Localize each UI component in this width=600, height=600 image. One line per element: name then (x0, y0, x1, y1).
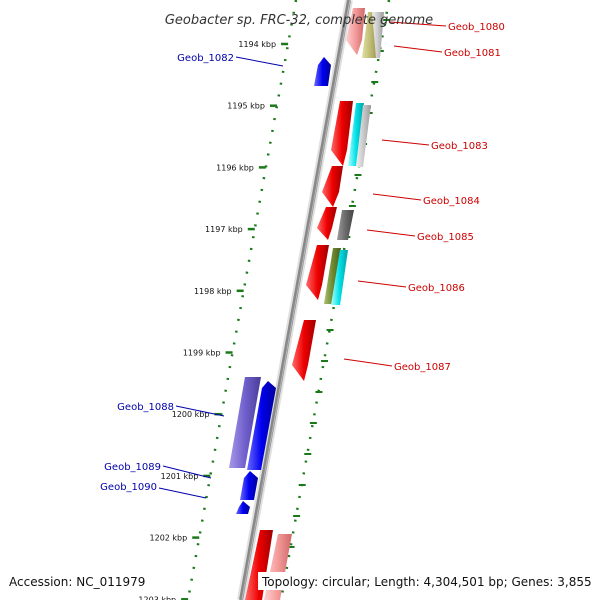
gene-geob-1089-feature[interactable] (240, 471, 258, 500)
gene-callout-line (366, 229, 416, 237)
gene-label-geob-1086[interactable]: Geob_1086 (408, 283, 465, 294)
gene-callout-line (357, 280, 407, 288)
gene-label-geob-1082[interactable]: Geob_1082 (177, 53, 234, 64)
gene-geob-1084-feature[interactable] (322, 166, 343, 207)
gene-grey-feature (372, 12, 384, 58)
gene-callout-line (389, 21, 447, 27)
footer-accession-bg (4, 572, 150, 590)
footer-summary: Topology: circular; Length: 4,304,501 bp… (261, 575, 592, 589)
gene-geob-1082-feature[interactable] (314, 57, 331, 86)
gene-cyan-feature (348, 103, 364, 166)
kbp-tick-label: 1198 kbp (194, 287, 232, 296)
kbp-tick-label: 1197 kbp (205, 225, 243, 234)
gene-label-geob-1083[interactable]: Geob_1083 (431, 141, 488, 152)
gene-label-geob-1085[interactable]: Geob_1085 (417, 232, 474, 243)
kbp-tick-label: 1199 kbp (183, 349, 221, 358)
strand-guides (186, 0, 391, 600)
gene-geob-1086-feature[interactable] (306, 245, 329, 300)
kbp-tick-label: 1194 kbp (238, 40, 276, 49)
forward-gene-labels: Geob_1080 Geob_1081 Geob_1083 Geob_1084 … (394, 22, 505, 373)
gene-geob-1083-feature[interactable] (331, 101, 353, 166)
gene-blue-feature-1088b[interactable] (247, 381, 276, 470)
gene-dark-grey-feature (337, 210, 354, 240)
gene-red-feature-bottom (245, 530, 273, 600)
gene-features (229, 8, 384, 600)
gene-grey-feature (356, 105, 371, 167)
gene-green-feature (324, 248, 341, 304)
gene-callout-line (175, 405, 225, 417)
gene-geob-1088-feature[interactable] (229, 377, 261, 468)
kbp-tick-label: 1201 kbp (161, 472, 199, 481)
gene-label-geob-1090[interactable]: Geob_1090 (100, 482, 157, 493)
gene-label-geob-1088[interactable]: Geob_1088 (117, 402, 174, 413)
gene-label-geob-1084[interactable]: Geob_1084 (423, 196, 480, 207)
kbp-tick-label: 1196 kbp (216, 163, 254, 172)
gene-callout-line (393, 45, 443, 53)
kbp-tick-label: 1195 kbp (227, 102, 265, 111)
gene-callout-lines (158, 21, 447, 499)
gene-callout-line (158, 487, 207, 499)
kbp-tick-label: 1202 kbp (150, 534, 188, 543)
map-title: Geobacter sp. FRC-32, complete genome (165, 13, 433, 28)
gene-geob-1085-feature[interactable] (317, 207, 337, 240)
gene-label-geob-1089[interactable]: Geob_1089 (104, 462, 161, 473)
gene-callout-line (343, 358, 393, 367)
reverse-gene-labels: Geob_1082 Geob_1088 Geob_1089 Geob_1090 (100, 53, 234, 493)
gene-geob-1080-feature[interactable] (346, 8, 365, 55)
footer-accession: Accession: NC_011979 (9, 575, 145, 589)
genome-backbone (237, 0, 353, 600)
kbp-tick-label: 1203 kbp (138, 595, 176, 600)
gene-label-geob-1087[interactable]: Geob_1087 (394, 362, 451, 373)
gene-callout-line (162, 465, 212, 479)
gene-geob-1090-feature[interactable] (236, 501, 250, 514)
gene-cyan-feature (331, 250, 348, 305)
gene-geob-1087-feature[interactable] (292, 320, 316, 381)
gene-callout-line (372, 193, 422, 201)
gene-label-geob-1080[interactable]: Geob_1080 (448, 22, 505, 33)
gene-label-geob-1081[interactable]: Geob_1081 (444, 48, 501, 59)
gene-callout-line (235, 56, 284, 67)
footer-summary-bg (258, 572, 596, 590)
kbp-tick-label: 1200 kbp (172, 410, 210, 419)
gene-callout-line (381, 139, 430, 146)
